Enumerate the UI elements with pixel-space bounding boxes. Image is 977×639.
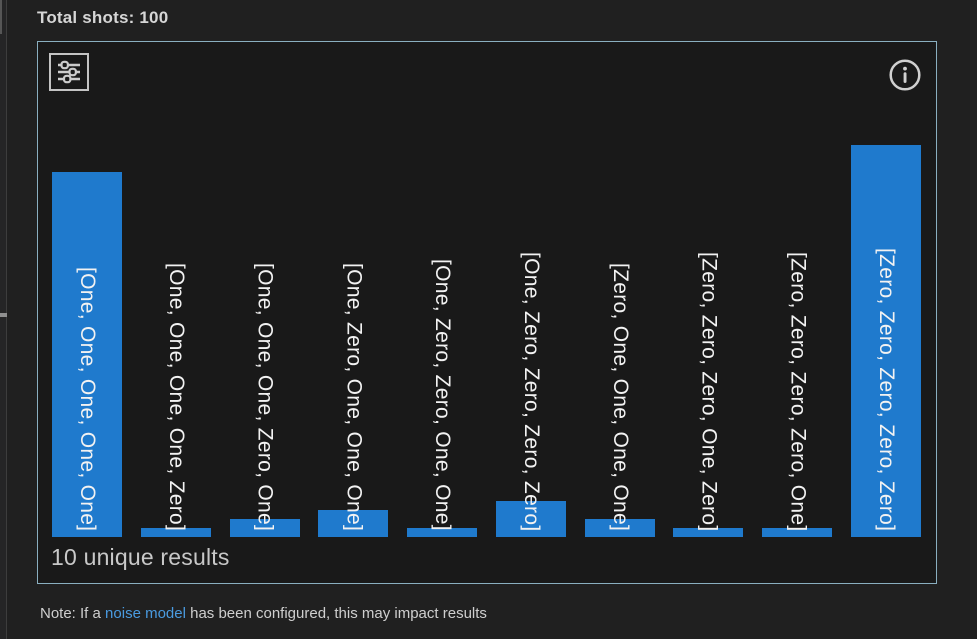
resize-grip[interactable] — [0, 313, 7, 317]
sliders-icon — [58, 60, 80, 84]
bar-category-label: [One, One, One, One, One] — [76, 266, 100, 531]
histogram-bar[interactable] — [851, 145, 922, 537]
bar-category-label: [One, One, One, One, Zero] — [164, 262, 188, 531]
histogram-panel: [One, One, One, One, One] [One, One, One,… — [37, 41, 937, 584]
info-button[interactable] — [888, 58, 922, 92]
info-icon — [889, 59, 921, 91]
histogram-bar[interactable] — [495, 501, 566, 537]
histogram-bar[interactable] — [318, 510, 389, 537]
histogram-bar[interactable] — [407, 528, 478, 537]
gutter-top-accent — [0, 0, 2, 34]
bar-category-label: [One, Zero, One, One, One] — [342, 262, 366, 531]
bar-category-label: [One, Zero, Zero, One, One] — [431, 259, 455, 531]
bar-category-label: [Zero, Zero, Zero, Zero, One] — [786, 251, 810, 531]
total-shots-label: Total shots: 100 — [37, 8, 169, 27]
noise-note: Note: If a noise model has been configur… — [40, 605, 487, 622]
note-suffix: has been configured, this may impact res… — [185, 605, 487, 622]
histogram-chart: [One, One, One, One, One] [One, One, One,… — [38, 42, 936, 537]
histogram-bar[interactable] — [140, 528, 211, 537]
histogram-settings-button[interactable] — [49, 53, 89, 91]
bar-category-label: [One, One, One, Zero, One] — [253, 262, 277, 531]
histogram-bar[interactable] — [673, 528, 744, 537]
histogram-bar[interactable] — [52, 172, 122, 537]
bar-category-label: [Zero, Zero, Zero, One, Zero] — [697, 251, 721, 531]
side-gutter — [0, 0, 7, 639]
histogram-bar[interactable] — [762, 528, 833, 537]
bar-category-label: [Zero, One, One, One, One] — [608, 262, 632, 531]
histogram-bar[interactable] — [229, 519, 300, 537]
bar-category-label: [One, Zero, Zero, Zero, Zero] — [520, 251, 544, 531]
note-prefix: Note: If a — [40, 605, 106, 622]
bar-category-label: [Zero, Zero, Zero, Zero, Zero] — [875, 247, 899, 531]
histogram-bar[interactable] — [584, 519, 655, 537]
noise-model-link[interactable]: noise model — [105, 605, 186, 622]
unique-results-label: 10 unique results — [51, 544, 230, 570]
